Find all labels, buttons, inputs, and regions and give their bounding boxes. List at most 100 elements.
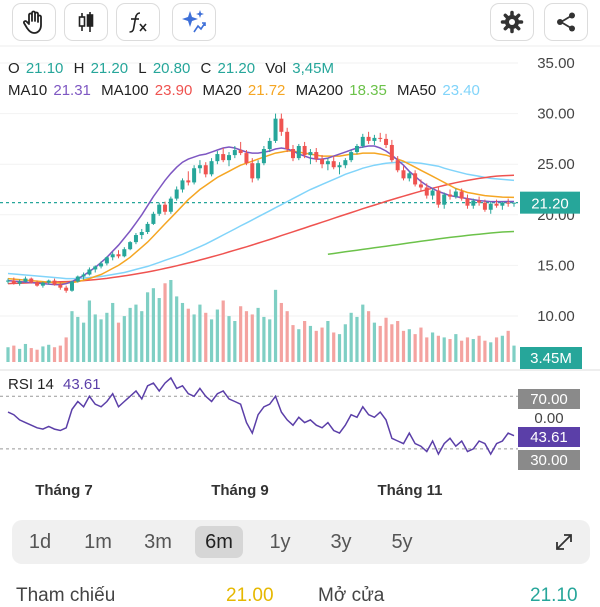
formula-tool-button[interactable] — [116, 3, 160, 41]
candle-body — [221, 154, 226, 161]
volume-bar — [111, 302, 115, 362]
candle-body — [331, 161, 336, 168]
volume-bar — [471, 339, 475, 362]
volume-bar — [145, 292, 150, 362]
rsi-value-badge — [518, 427, 580, 447]
settings-button[interactable] — [490, 3, 534, 41]
hand-tool-button[interactable] — [12, 3, 56, 41]
candle-body — [273, 118, 278, 141]
open-price-value: 21.10 — [530, 585, 578, 606]
volume-bar — [390, 324, 394, 362]
volume-bar — [35, 349, 39, 362]
volume-bar — [465, 337, 470, 362]
candle-body — [494, 203, 499, 206]
candle-body — [122, 249, 127, 257]
volume-bar — [489, 342, 493, 362]
volume-value: 3,45M — [292, 60, 334, 77]
formula-icon — [129, 12, 147, 33]
period-5y[interactable]: 5y — [391, 531, 413, 553]
rsi-70-label: 70.00 — [530, 391, 568, 408]
volume-bar — [52, 347, 57, 362]
volume-bar — [483, 340, 487, 362]
volume-bar — [512, 345, 516, 362]
candle-body — [424, 187, 429, 196]
candle-body — [459, 191, 464, 199]
candle-body — [372, 137, 377, 141]
volume-bar — [436, 335, 440, 362]
period-3y[interactable]: 3y — [330, 531, 352, 553]
volume-bar — [430, 332, 435, 362]
period-1d[interactable]: 1d — [28, 531, 52, 553]
volume-bar — [262, 316, 266, 362]
volume-bar — [58, 345, 62, 362]
period-1y[interactable]: 1y — [269, 531, 291, 553]
share-button[interactable] — [544, 3, 588, 41]
volume-bar — [407, 329, 411, 362]
last-volume-label: 3.45M — [530, 350, 572, 367]
candle-body — [104, 257, 109, 264]
last-volume-badge — [520, 347, 582, 369]
candle-body — [343, 160, 348, 166]
volume-bar — [87, 300, 92, 362]
candlestick-tool-button[interactable] — [64, 3, 108, 41]
volume-bar — [140, 311, 144, 362]
volume-bar — [169, 280, 173, 362]
volume-bar — [506, 330, 510, 362]
volume-bar — [477, 335, 481, 362]
volume-bar — [320, 327, 324, 362]
candle-body — [389, 144, 394, 161]
volume-bar — [256, 307, 260, 362]
volume-bar — [413, 334, 417, 362]
close-label: C — [200, 60, 212, 77]
volume-bar — [355, 316, 359, 362]
rsi-value-badge-label: 43.61 — [530, 429, 568, 446]
candle-body — [35, 282, 40, 286]
candle-body — [512, 202, 516, 204]
volume-bar — [361, 304, 365, 362]
candle-body — [384, 138, 389, 145]
candle-body — [261, 149, 266, 164]
volume-bar — [250, 314, 254, 362]
volume-bar — [372, 322, 377, 362]
ai-tool-button[interactable] — [172, 3, 216, 41]
price-chart[interactable]: 35.0030.0025.0020.0015.0010.0021.203.45M… — [0, 0, 600, 510]
candle-body — [308, 152, 313, 156]
close-value: 21.20 — [217, 60, 256, 77]
period-6m[interactable]: 6m — [195, 526, 243, 558]
candle-body — [64, 287, 69, 291]
y-tick-label: 10.00 — [537, 308, 575, 325]
candle-body — [163, 204, 168, 212]
candle-body — [151, 213, 156, 224]
candle-body — [506, 202, 511, 204]
candle-body — [279, 118, 284, 132]
volume-bar — [215, 309, 219, 362]
period-1m[interactable]: 1m — [84, 531, 112, 553]
candle-body — [52, 280, 57, 285]
rsi-0-label: 0.00 — [534, 410, 563, 427]
y-tick-label: 35.00 — [537, 55, 575, 72]
ma200-value: 18.35 — [349, 82, 387, 99]
candle-body — [197, 165, 202, 169]
volume-bar — [332, 332, 336, 362]
expand-icon[interactable] — [552, 530, 576, 554]
volume-bar — [128, 307, 132, 362]
volume-bar — [285, 311, 289, 362]
y-tick-label: 30.00 — [537, 106, 575, 123]
volume-bar — [337, 334, 342, 362]
candle-body — [500, 202, 505, 206]
open-price-label: Mở cửa — [318, 585, 385, 606]
candle-body — [477, 200, 482, 203]
gear-icon — [500, 10, 524, 34]
volume-bar — [29, 348, 33, 362]
volume-bar — [297, 329, 301, 362]
price-summary: Tham chiếu 21.00 Mở cửa 21.10 — [0, 585, 600, 606]
candle-body — [378, 137, 383, 139]
ma100-line — [7, 174, 515, 285]
candle-body — [354, 145, 359, 153]
period-3m[interactable]: 3m — [144, 531, 172, 553]
volume-bar — [401, 330, 406, 362]
candle-body — [110, 254, 115, 258]
candle-body — [325, 161, 330, 165]
volume-bar — [343, 324, 347, 362]
hand-icon — [23, 10, 42, 34]
